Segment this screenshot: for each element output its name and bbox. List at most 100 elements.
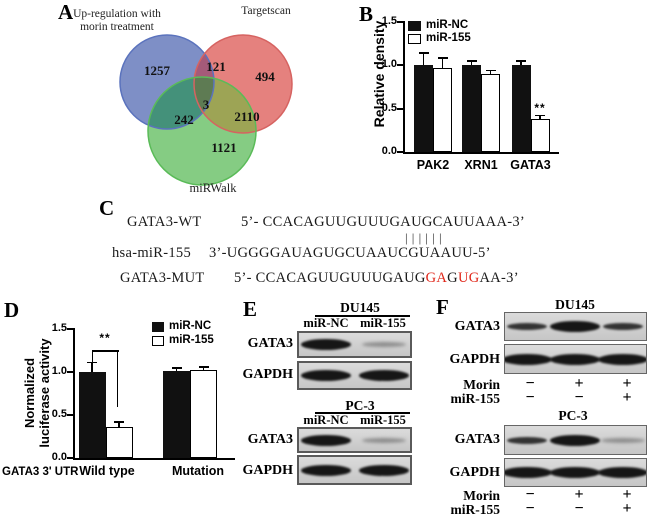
protein-band-strong [301,339,351,350]
condition-label-morin: Morin [463,377,500,392]
condition-sign: + [574,375,584,392]
condition-sign: + [622,389,632,406]
y-tick-mark [67,414,75,416]
error-bar [91,363,93,372]
bar-PAK2-miR-NC [414,65,433,152]
x-category-label: Wild type [79,464,135,478]
bar-XRN1-miR-155 [481,74,500,152]
blot-box-e-du145-gapdh [297,361,412,390]
blot-box-e-pc3-gapdh [297,455,412,485]
protein-band-medium [507,436,547,444]
y-tick-mark [397,107,405,110]
blot-box-f-du145-gapdh [504,344,647,374]
protein-label-gata3: GATA3 [247,432,293,447]
y-tick-mark [67,371,75,373]
error-bar [520,61,522,66]
header-underline [315,412,410,414]
blot-box-f-pc3-gata3 [504,425,647,455]
x-category-label: Mutation [171,464,225,478]
panel-label-b: B [359,2,374,26]
protein-band-strong [598,467,646,478]
y-tick-label: 1.5 [381,15,397,27]
bar-Wild type-miR-NC [78,372,106,458]
protein-label-gata3: GATA3 [247,336,293,351]
mutated-bases: UG [457,270,480,286]
sequence-name-gata3-wt: GATA3-WT [127,214,202,230]
cell-line-header-pc3: PC-3 [345,398,375,413]
x-category-label: GATA3 [510,158,551,172]
protein-band-strong [505,353,552,365]
venn-diagram [119,34,293,186]
error-bar [489,71,492,74]
condition-sign: − [525,500,535,517]
sequence-gata3-mut: 5’- CCACAGUUGUUUGAUGGAGUGAA-3’ [234,270,519,286]
venn-set-label-mirwalk: miRWalk [189,181,237,195]
condition-sign: + [622,486,632,503]
venn-count-mirwalk-only: 1121 [211,140,237,155]
y-tick-mark [397,64,405,67]
chart-d-x-axis-prefix: GATA3 3' UTR [2,466,79,478]
sequence-name-gata3-mut: GATA3-MUT [120,270,205,286]
blot-box-f-pc3-gapdh [504,458,647,487]
legend-label-mir-nc-d: miR-NC [169,320,212,332]
error-bar-cap [485,69,496,72]
sig-bracket-bar [91,350,119,352]
condition-sign: − [525,486,535,503]
sequence-gata3-wt: 5’- CCACAGUUGUUUGAUGCAUUAAA-3’ [240,214,526,230]
y-tick-mark [67,457,75,459]
venn-circle-blue-outline [119,34,215,130]
condition-sign: + [574,486,584,503]
protein-band-strong [550,353,600,365]
error-bar-cap [418,52,429,55]
protein-label-gapdh: GAPDH [242,367,293,382]
error-bar [539,116,541,120]
y-tick-mark [397,21,405,23]
protein-label-gapdh: GAPDH [449,465,500,480]
y-tick-mark [397,151,405,153]
error-bar [202,367,205,371]
sequence-hsa-mir-155: 3’-UGGGGAUAGUGCUAAUCGUAAUU-5’ [208,245,491,261]
protein-label-gapdh: GAPDH [242,463,293,478]
sequence-row-wt: GATA3-WT 5’- CCACAGUUGUUUGAUGCAUUAAA-3’ [127,214,525,231]
sequence-row-mir155: hsa-miR-155 3’-UGGGGAUAGUGCUAAUCGUAAUU-5… [112,245,491,262]
sequence-text: 5’- CCACAGUUGUUUGAUG [233,270,426,286]
error-bar-cap [198,365,209,368]
venn-count-targetscan-only: 494 [255,69,275,84]
protein-label-gata3: GATA3 [454,432,500,447]
error-bar [118,422,120,428]
condition-label-mir-155: miR-155 [450,391,501,406]
condition-sign: + [622,375,632,392]
error-bar [175,368,178,372]
error-bar [470,61,473,66]
sig-stars: ** [534,101,546,116]
protein-band-faint [362,342,406,347]
venn-count-morin-only: 1257 [144,63,170,78]
bar-PAK2-miR-155 [433,67,452,152]
error-bar-cap [535,114,545,117]
sequence-text: AA-3’ [479,270,519,286]
y-tick-label: 1.5 [51,322,67,334]
cell-line-header-pc3: PC-3 [558,408,588,423]
condition-sign: − [574,500,584,517]
lane-label-mir-155: miR-155 [360,413,406,427]
chart-d-y-axis-label-line1: Normalized [22,357,37,429]
y-tick-label: 1.0 [381,58,397,71]
venn-count-targetscan-mirwalk: 2110 [234,109,260,124]
cell-line-header-du145: DU145 [555,297,595,312]
condition-sign: + [622,500,632,517]
y-tick-label: 0.0 [381,145,397,157]
bar-Wild type-miR-155 [105,427,133,458]
legend-label-mir-155: miR-155 [426,32,471,44]
protein-band-medium [507,323,547,330]
condition-sign: − [525,375,535,392]
venn-set-label-morin-line1: Up-regulation with [73,8,161,20]
chart-d-plot: 0.0 0.5 1.0 1.5 Wild type Mutation ** [52,322,235,478]
blot-box-e-pc3-gata3 [297,427,412,453]
protein-band-medium [603,323,643,330]
legend-swatch-mir-155 [408,34,421,44]
legend-swatch-mir-nc [408,21,421,31]
protein-label-gata3: GATA3 [454,319,500,334]
panel-label-d: D [4,298,20,322]
base-pairing-bars: |||||| [405,230,446,245]
chart-b-plot: 0.0 0.5 1.0 1.5 PAK2 XRN1 GATA3 ** [382,15,559,172]
